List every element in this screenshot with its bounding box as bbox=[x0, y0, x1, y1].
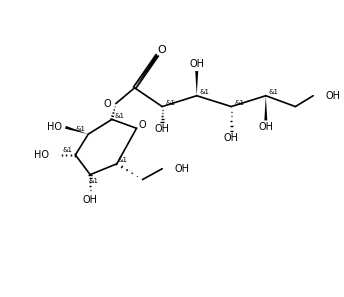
Text: OH: OH bbox=[258, 122, 273, 132]
Text: &1: &1 bbox=[200, 89, 209, 95]
Text: OH: OH bbox=[189, 59, 204, 69]
Text: OH: OH bbox=[224, 133, 239, 143]
Text: &1: &1 bbox=[165, 99, 175, 106]
Text: OH: OH bbox=[325, 91, 340, 101]
Polygon shape bbox=[195, 71, 198, 96]
Text: &1: &1 bbox=[62, 147, 73, 153]
Text: &1: &1 bbox=[75, 126, 85, 132]
Text: OH: OH bbox=[155, 124, 170, 134]
Polygon shape bbox=[65, 126, 88, 134]
Text: O: O bbox=[158, 45, 166, 55]
Text: &1: &1 bbox=[234, 99, 244, 106]
Text: &1: &1 bbox=[118, 157, 128, 163]
Text: &1: &1 bbox=[115, 113, 125, 119]
Text: HO: HO bbox=[34, 150, 49, 160]
Text: &1: &1 bbox=[88, 178, 98, 184]
Text: OH: OH bbox=[174, 164, 189, 174]
Text: &1: &1 bbox=[269, 89, 279, 95]
Text: OH: OH bbox=[83, 195, 98, 205]
Text: O: O bbox=[139, 120, 146, 130]
Polygon shape bbox=[264, 96, 267, 120]
Text: O: O bbox=[103, 99, 111, 109]
Text: HO: HO bbox=[46, 122, 62, 132]
Polygon shape bbox=[135, 54, 159, 88]
